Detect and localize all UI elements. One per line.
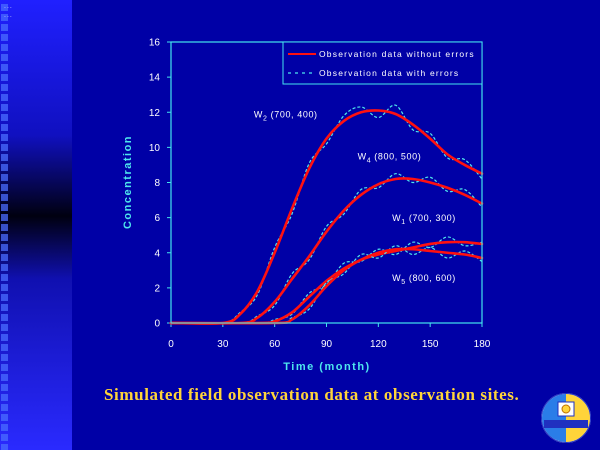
university-logo-icon: [541, 393, 591, 443]
well-label-4: W5 (800, 600): [392, 273, 456, 286]
y-tick-label: 0: [154, 319, 160, 330]
decor-square: [1, 424, 8, 431]
series-with-errors-line-1: [170, 104, 483, 325]
x-tick-label: 180: [474, 339, 491, 350]
decor-square: [1, 24, 8, 31]
x-tick-label: 150: [422, 339, 439, 350]
legend: Observation data without errors Observat…: [282, 41, 483, 85]
x-tick-label: 120: [370, 339, 387, 350]
y-tick-label: 4: [154, 248, 160, 259]
decor-square: [1, 394, 8, 401]
y-tick-label: 10: [149, 143, 161, 154]
well-label-3: W1 (700, 300): [392, 213, 456, 226]
y-ticks: 0 2 4 6 8 10 12 14 16: [149, 38, 171, 330]
series-without-errors-line-2: [169, 177, 484, 325]
decor-square: [1, 134, 8, 141]
decor-square: [1, 434, 8, 441]
decor-square: [1, 124, 8, 131]
decor-square: [1, 254, 8, 261]
decor-square: [1, 224, 8, 231]
left-gradient-bar: [0, 0, 72, 450]
x-axis-title: Time (month): [283, 361, 370, 373]
decor-square: [1, 14, 8, 21]
decor-square: [1, 234, 8, 241]
legend-label-without-errors: Observation data without errors: [319, 49, 475, 59]
decor-square: [1, 74, 8, 81]
decor-square: [1, 174, 8, 181]
decor-square: [1, 44, 8, 51]
decor-square: [1, 4, 8, 11]
decor-square: [1, 304, 8, 311]
slide-corner-dots: ... ...: [4, 3, 13, 19]
series-layer: [169, 104, 484, 325]
well-label-2: W4 (800, 500): [358, 152, 422, 165]
decor-square: [1, 334, 8, 341]
decor-square: [1, 94, 8, 101]
series-with-errors-line-2: [170, 173, 483, 325]
decor-square: [1, 194, 8, 201]
series-without-errors-line-1: [169, 109, 484, 325]
y-tick-label: 12: [149, 108, 161, 119]
left-square-strip: [1, 4, 8, 450]
x-tick-label: 0: [168, 339, 174, 350]
decor-square: [1, 284, 8, 291]
decor-square: [1, 204, 8, 211]
decor-square: [1, 64, 8, 71]
decor-square: [1, 384, 8, 391]
y-tick-label: 14: [149, 73, 161, 84]
y-axis-title: Concentration: [122, 135, 134, 229]
legend-box: [282, 41, 483, 85]
y-tick-label: 16: [149, 38, 161, 49]
decor-square: [1, 114, 8, 121]
series-with-errors-line-3: [170, 236, 483, 324]
x-tick-label: 30: [217, 339, 229, 350]
decor-square: [1, 344, 8, 351]
decor-square: [1, 164, 8, 171]
x-tick-label: 60: [269, 339, 281, 350]
series-with-errors-line-4: [170, 245, 483, 324]
decor-square: [1, 374, 8, 381]
decor-square: [1, 294, 8, 301]
y-tick-label: 6: [154, 213, 160, 224]
series-without-errors-line-4: [169, 247, 484, 325]
decor-square: [1, 184, 8, 191]
decor-square: [1, 364, 8, 371]
decor-square: [1, 214, 8, 221]
slide-caption: Simulated field observation data at obse…: [104, 385, 520, 404]
decor-square: [1, 264, 8, 271]
legend-label-with-errors: Observation data with errors: [319, 68, 459, 78]
decor-square: [1, 314, 8, 321]
well-label-1: W2 (700, 400): [254, 110, 318, 123]
decor-square: [1, 274, 8, 281]
x-tick-label: 90: [321, 339, 333, 350]
decor-square: [1, 444, 8, 450]
y-tick-label: 2: [154, 283, 160, 294]
decor-square: [1, 244, 8, 251]
decor-square: [1, 404, 8, 411]
decor-square: [1, 354, 8, 361]
decor-square: [1, 34, 8, 41]
well-annotations: W2 (700, 400) W4 (800, 500) W1 (700, 300) W…: [254, 110, 456, 286]
decor-square: [1, 154, 8, 161]
decor-square: [1, 144, 8, 151]
decor-square: [1, 324, 8, 331]
x-ticks: 0 30 60 90 120 150 180: [168, 323, 491, 350]
decor-square: [1, 84, 8, 91]
decor-square: [1, 54, 8, 61]
y-tick-label: 8: [154, 178, 160, 189]
decor-square: [1, 104, 8, 111]
decor-square: [1, 414, 8, 421]
